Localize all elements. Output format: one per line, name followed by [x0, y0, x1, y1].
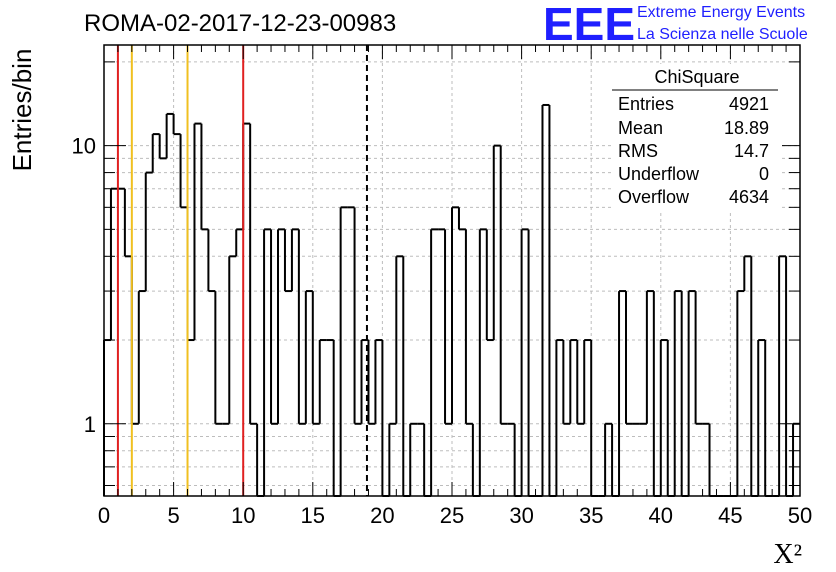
x-tick-label: 15 — [301, 503, 325, 528]
x-tick-label: 10 — [231, 503, 255, 528]
stats-value-overflow: 4634 — [729, 187, 769, 207]
stats-label-mean: Mean — [618, 118, 663, 138]
eee-logo: EEE Extreme Energy Events La Scienza nel… — [543, 0, 808, 50]
stats-label-rms: RMS — [618, 141, 658, 161]
stats-label-overflow: Overflow — [618, 187, 690, 207]
x-tick-label: 0 — [98, 503, 110, 528]
y-axis: 1 10 — [72, 61, 800, 486]
stats-box-background — [612, 64, 782, 210]
eee-logo-line2: La Scienza nelle Scuole — [637, 26, 808, 43]
y-tick-label: 10 — [72, 134, 96, 159]
x-tick-label: 25 — [440, 503, 464, 528]
stats-box-title: ChiSquare — [654, 67, 739, 87]
eee-logo-line1: Extreme Energy Events — [637, 4, 805, 21]
stats-value-rms: 14.7 — [734, 141, 769, 161]
x-axis-label: X² — [773, 539, 802, 570]
stats-value-underflow: 0 — [759, 164, 769, 184]
x-tick-label: 35 — [579, 503, 603, 528]
x-tick-label: 5 — [167, 503, 179, 528]
y-axis-label: Entries/bin — [7, 49, 37, 172]
y-tick-label: 1 — [84, 412, 96, 437]
x-tick-label: 30 — [509, 503, 533, 528]
stats-label-entries: Entries — [618, 94, 674, 114]
stats-value-entries: 4921 — [729, 94, 769, 114]
x-tick-label: 40 — [649, 503, 673, 528]
eee-logo-mark: EEE — [543, 0, 635, 50]
x-tick-label: 20 — [370, 503, 394, 528]
x-axis: 0 5 10 15 20 25 30 35 40 45 50 — [98, 45, 812, 528]
stats-label-underflow: Underflow — [618, 164, 700, 184]
reference-lines — [116, 45, 368, 496]
chart-title: ROMA-02-2017-12-23-00983 — [84, 10, 396, 37]
x-tick-label: 45 — [718, 503, 742, 528]
stats-box: ChiSquare Entries 4921 Mean 18.89 RMS 14… — [612, 64, 782, 210]
stats-value-mean: 18.89 — [724, 118, 769, 138]
histogram — [103, 103, 800, 497]
x-tick-label: 50 — [788, 503, 812, 528]
